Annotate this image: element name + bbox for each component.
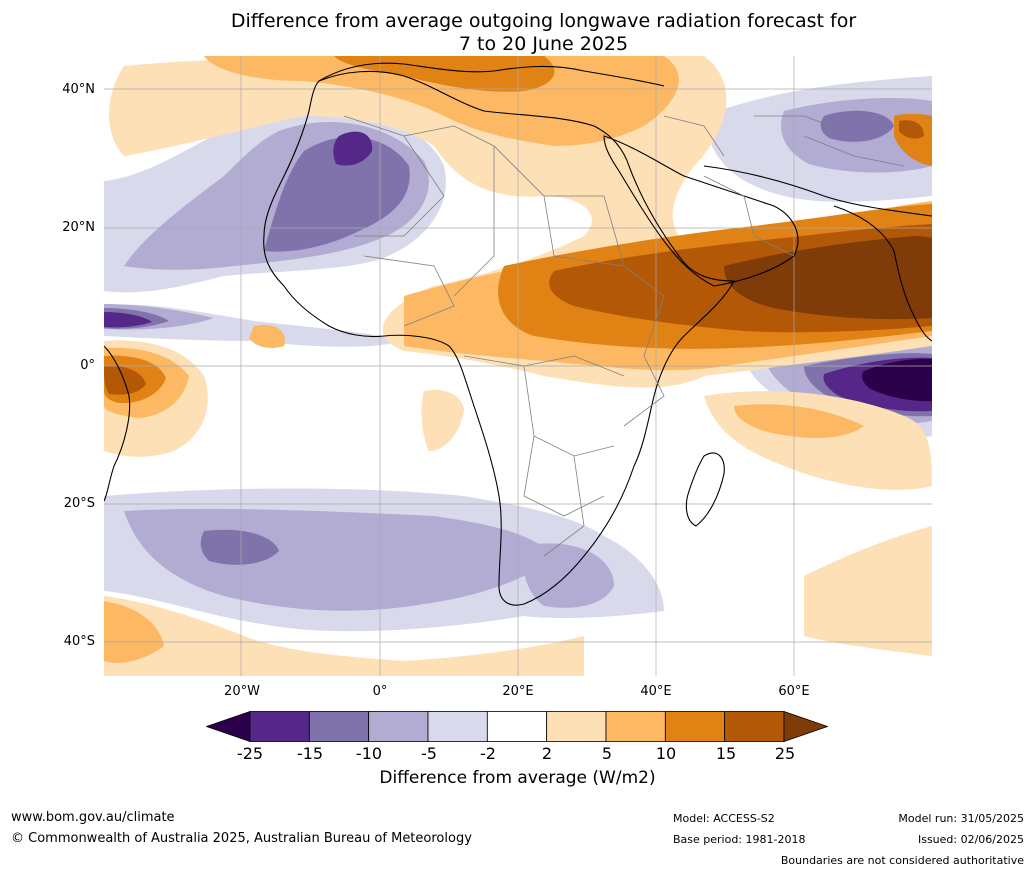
colorbar-cell (486, 711, 548, 742)
title-line-1: Difference from average outgoing longwav… (230, 10, 857, 32)
colorbar-tick: 10 (655, 744, 677, 763)
lon-label-20w: 20°W (224, 684, 260, 699)
graticule (104, 56, 932, 676)
olr-anomaly-map (104, 56, 932, 676)
issued-text: Issued: 02/06/2025 (917, 833, 1024, 846)
lat-label-0: 0° (80, 358, 95, 373)
colorbar-cells (206, 711, 828, 742)
website-link[interactable]: www.bom.gov.au/climate (11, 810, 175, 825)
colorbar-cell (605, 711, 666, 742)
colorbar-cell (249, 711, 310, 742)
chart-title: Difference from average outgoing longwav… (0, 10, 1035, 56)
map-svg (104, 56, 932, 676)
colorbar-svg (206, 711, 828, 742)
colorbar-tick: -25 (236, 744, 264, 763)
colorbar-cell (368, 711, 429, 742)
colorbar-tick: 15 (715, 744, 737, 763)
lon-label-40e: 40°E (640, 684, 672, 699)
base-period-text: Base period: 1981-2018 (673, 833, 806, 846)
colorbar-tick: -2 (480, 744, 496, 763)
lon-label-20e: 20°E (502, 684, 534, 699)
colorbar-cell (308, 711, 370, 742)
copyright-text: © Commonwealth of Australia 2025, Austra… (11, 831, 472, 846)
colorbar-cell (664, 711, 726, 742)
colorbar-label: Difference from average (W/m2) (379, 768, 656, 788)
colorbar-cell (546, 711, 607, 742)
colorbar-tick: 2 (541, 744, 553, 763)
title-line-2: 7 to 20 June 2025 (458, 33, 629, 55)
country-borders (343, 115, 905, 557)
colorbar-tick: 5 (601, 744, 613, 763)
colorbar-cell (724, 711, 785, 742)
lat-label-20n: 20°N (62, 220, 95, 235)
colorbar-extend-low (206, 711, 251, 742)
colorbar-extend-high (783, 711, 828, 742)
anomaly-fill-2d004b (861, 358, 932, 402)
colorbar-cell (427, 711, 488, 742)
colorbar-tick: -15 (296, 744, 324, 763)
colorbar-tick: 25 (774, 744, 796, 763)
colorbar-tick: -10 (355, 744, 383, 763)
lon-label-0: 0° (372, 684, 388, 699)
colorbar (206, 711, 828, 742)
coastlines (104, 62, 932, 606)
lat-label-40s: 40°S (63, 634, 95, 649)
lat-label-20s: 20°S (63, 496, 95, 511)
model-run-text: Model run: 31/05/2025 (898, 812, 1024, 825)
lon-label-60e: 60°E (778, 684, 810, 699)
disclaimer-text: Boundaries are not considered authoritat… (780, 854, 1024, 867)
lat-label-40n: 40°N (62, 82, 95, 97)
anomaly-fill-7f3b08 (724, 236, 932, 320)
model-text: Model: ACCESS-S2 (673, 812, 775, 825)
colorbar-tick: -5 (421, 744, 437, 763)
